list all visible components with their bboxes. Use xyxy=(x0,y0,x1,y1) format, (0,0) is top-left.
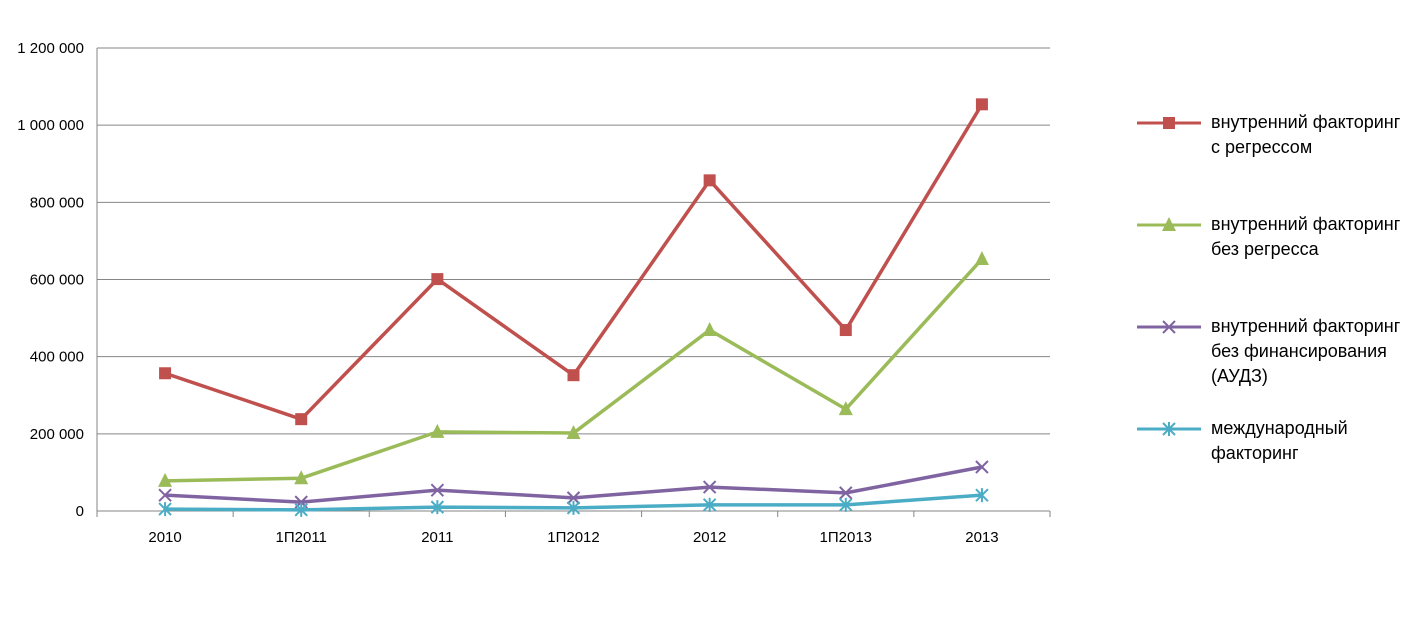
legend-item: внутренний факторинг с регрессом xyxy=(1135,110,1421,212)
legend-label: внутренний факторинг xyxy=(1211,316,1401,336)
legend-label: внутренний факторинг xyxy=(1211,214,1401,234)
legend-swatch xyxy=(1137,422,1201,436)
legend-swatch xyxy=(1137,320,1201,334)
square-marker xyxy=(567,369,580,382)
legend-label: факторинг xyxy=(1211,443,1299,463)
y-tick-label: 0 xyxy=(76,503,84,520)
star-marker xyxy=(839,497,853,512)
series-3 xyxy=(158,488,989,517)
series-1 xyxy=(158,251,989,487)
star-marker xyxy=(1162,422,1176,436)
triangle-marker xyxy=(566,425,581,440)
legend-item: внутренний факторинг без финансирования (А… xyxy=(1135,314,1421,416)
x-tick-label: 2013 xyxy=(965,529,998,546)
square-marker xyxy=(295,413,308,426)
x-marker xyxy=(975,460,989,474)
y-tick-label: 1 000 000 xyxy=(17,117,84,134)
star-marker xyxy=(566,500,581,515)
x-marker xyxy=(566,491,581,505)
y-tick-label: 800 000 xyxy=(30,194,84,211)
x-marker xyxy=(158,488,172,502)
x-marker xyxy=(1162,320,1176,334)
legend-swatch xyxy=(1137,117,1201,129)
y-tick-label: 200 000 xyxy=(30,426,84,443)
legend-item: внутренний факторинг без регресса xyxy=(1135,212,1421,314)
legend: внутренний факторинг с регрессом внутренни… xyxy=(1135,110,1421,518)
legend-swatch xyxy=(1137,217,1201,231)
star-marker xyxy=(158,502,172,517)
series-2 xyxy=(158,460,989,509)
y-tick-label: 400 000 xyxy=(30,349,84,366)
x-tick-label: 1П2012 xyxy=(547,529,600,546)
triangle-marker xyxy=(838,401,853,416)
x-tick-label: 2012 xyxy=(693,529,726,546)
square-marker xyxy=(159,367,172,380)
triangle-marker xyxy=(974,251,989,266)
triangle-marker xyxy=(158,472,173,487)
legend-label: (АУДЗ) xyxy=(1211,366,1268,386)
x-tick-label: 2011 xyxy=(421,529,453,546)
x-tick-label: 2010 xyxy=(148,529,181,546)
legend-label: без регресса xyxy=(1211,239,1319,259)
y-tick-label: 1 200 000 xyxy=(17,40,84,57)
star-marker xyxy=(975,488,989,503)
legend-label: международный xyxy=(1211,418,1348,438)
x-marker xyxy=(702,480,717,494)
triangle-marker xyxy=(430,423,445,438)
square-marker xyxy=(839,324,852,337)
x-tick-label: 1П2013 xyxy=(820,529,873,546)
triangle-marker xyxy=(294,470,309,485)
star-marker xyxy=(702,497,717,512)
square-marker xyxy=(975,98,988,111)
square-marker xyxy=(703,174,716,187)
square-marker xyxy=(1163,117,1175,129)
square-marker xyxy=(431,273,444,286)
y-tick-label: 600 000 xyxy=(30,272,84,289)
triangle-marker xyxy=(1162,217,1176,231)
legend-label: без финансирования xyxy=(1211,341,1387,361)
legend-label: с регрессом xyxy=(1211,137,1313,157)
triangle-marker xyxy=(702,322,717,337)
series-0 xyxy=(159,98,988,426)
x-marker xyxy=(430,483,445,497)
legend-label: внутренний факторинг xyxy=(1211,112,1401,132)
star-marker xyxy=(294,502,308,517)
line-chart: 0 200 000 400 000 600 000 800 000 1 000 000 1 … xyxy=(17,40,1051,546)
x-marker xyxy=(839,486,853,500)
legend-item: международный факторинг xyxy=(1135,416,1421,518)
star-marker xyxy=(430,500,445,515)
x-tick-label: 1П2011 xyxy=(276,529,327,546)
